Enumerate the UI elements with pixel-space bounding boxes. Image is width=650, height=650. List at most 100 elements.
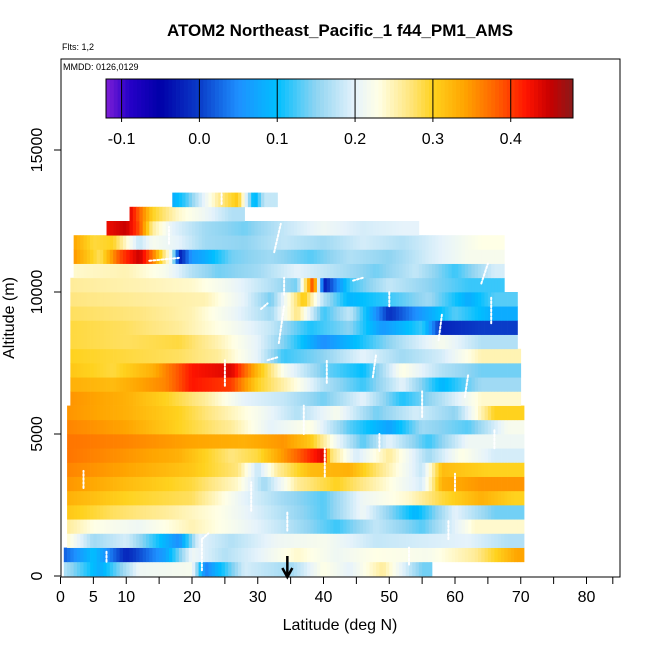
heatmap-cell (103, 533, 107, 548)
heatmap-cell (333, 561, 337, 577)
heatmap-cell (369, 320, 374, 335)
heatmap-cell (205, 533, 209, 548)
heatmap-cell (122, 235, 127, 250)
colorbar-swatch (506, 79, 512, 118)
x-tick-label: 70 (512, 589, 530, 606)
heatmap-cell (70, 391, 74, 406)
heatmap-cell (83, 434, 88, 449)
heatmap-cell (155, 334, 160, 350)
heatmap-cell (254, 320, 259, 335)
heatmap-cell (70, 292, 74, 307)
heatmap-cell (149, 405, 153, 421)
heatmap-cell (188, 249, 193, 264)
heatmap-cell (96, 419, 101, 435)
heatmap-cell (313, 505, 318, 520)
heatmap-cell (251, 476, 255, 492)
heatmap-cell (178, 547, 183, 563)
heatmap-cell (478, 306, 482, 321)
heatmap-cell (113, 462, 117, 477)
heatmap-cell (300, 448, 305, 463)
heatmap-cell (99, 320, 104, 335)
heatmap-cell (343, 377, 347, 392)
heatmap-cell (73, 448, 78, 463)
heatmap-cell (385, 263, 390, 279)
heatmap-cell (238, 235, 242, 250)
heatmap-cell (231, 263, 236, 279)
heatmap-cell (501, 434, 505, 449)
heatmap-cell (336, 235, 341, 250)
heatmap-cell (448, 348, 453, 364)
heatmap-cell (178, 235, 183, 250)
x-tick-label: 80 (578, 589, 596, 606)
heatmap-cell (346, 505, 351, 520)
heatmap-cell (448, 320, 453, 335)
heatmap-cell (231, 306, 236, 321)
heatmap-cell (70, 490, 74, 506)
heatmap-cell (346, 519, 351, 534)
heatmap-cell (412, 221, 416, 236)
heatmap-cell (188, 377, 193, 392)
colorbar-swatch (133, 79, 138, 118)
heatmap-cell (274, 263, 278, 279)
heatmap-cell (175, 377, 180, 392)
colorbar-tick-label: 0.2 (344, 131, 366, 148)
colorbar-swatch (382, 79, 387, 118)
heatmap-cell (142, 377, 147, 392)
heatmap-cell (80, 434, 84, 449)
heatmap-cell (172, 263, 176, 279)
heatmap-cell (310, 561, 314, 577)
heatmap-cell (280, 434, 285, 449)
heatmap-cell (155, 292, 160, 307)
heatmap-cell (221, 391, 226, 406)
heatmap-cell (484, 547, 489, 563)
heatmap-cell (80, 476, 84, 492)
heatmap-cell (336, 249, 341, 264)
heatmap-cell (362, 405, 367, 421)
heatmap-cell (208, 249, 213, 264)
heatmap-cell (149, 363, 153, 378)
heatmap-cell (274, 292, 278, 307)
heatmap-cell (339, 320, 344, 335)
heatmap-cell (172, 462, 176, 477)
heatmap-cell (346, 434, 351, 449)
heatmap-cell (510, 533, 515, 548)
heatmap-cell (372, 363, 377, 378)
heatmap-cell (73, 249, 78, 264)
heatmap-cell (188, 277, 193, 293)
heatmap-cell (142, 363, 147, 378)
heatmap-cell (192, 476, 196, 492)
heatmap-cell (106, 334, 111, 350)
heatmap-cell (455, 263, 459, 279)
heatmap-cell (247, 377, 252, 392)
heatmap-cell (83, 277, 88, 293)
heatmap-cell (313, 277, 318, 293)
heatmap-cell (264, 377, 268, 392)
heatmap-cell (491, 235, 495, 250)
heatmap-cell (284, 405, 288, 421)
heatmap-cell (514, 547, 518, 563)
heatmap-cell (395, 476, 400, 492)
heatmap-cell (145, 561, 150, 577)
heatmap-cell (165, 490, 170, 506)
heatmap-cell (307, 547, 311, 563)
heatmap-cell (474, 363, 479, 378)
heatmap-cell (517, 476, 522, 492)
heatmap-cell (254, 434, 259, 449)
heatmap-cell (438, 519, 443, 534)
heatmap-cell (215, 306, 219, 321)
heatmap-cell (254, 462, 259, 477)
heatmap-cell (122, 221, 127, 236)
heatmap-cell (369, 434, 374, 449)
heatmap-cell (145, 221, 150, 236)
heatmap-cell (83, 505, 88, 520)
heatmap-cell (313, 476, 318, 492)
heatmap-cell (231, 547, 236, 563)
heatmap-cell (412, 292, 416, 307)
heatmap-cell (224, 206, 229, 222)
heatmap-cell (201, 235, 206, 250)
heatmap-cell (284, 320, 288, 335)
heatmap-cell (155, 320, 160, 335)
colorbar-swatch (370, 79, 375, 118)
heatmap-cell (90, 490, 94, 506)
colorbar-swatch (549, 79, 554, 118)
